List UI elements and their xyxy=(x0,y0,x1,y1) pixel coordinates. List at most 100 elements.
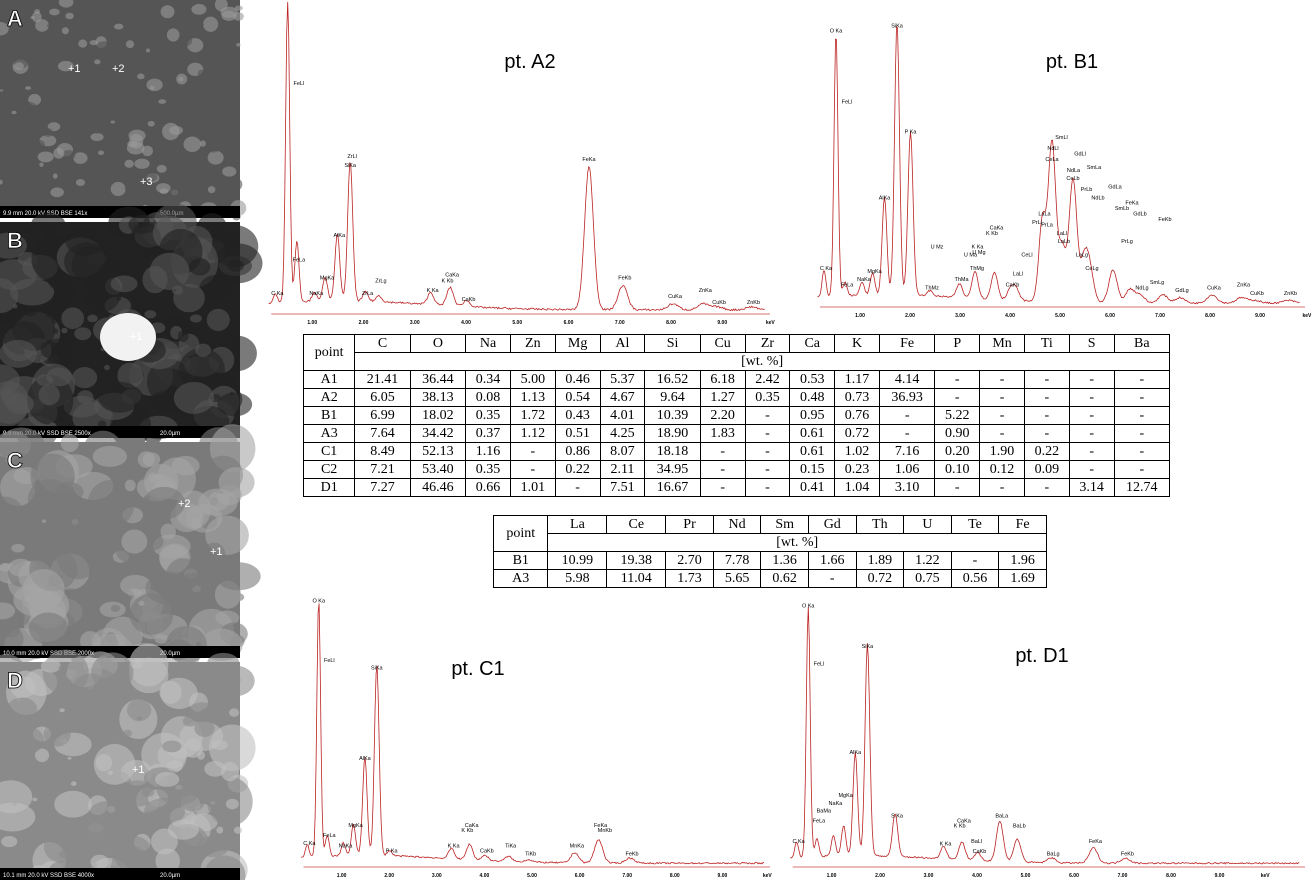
cell: K xyxy=(835,335,880,353)
cell: Ba xyxy=(1114,335,1169,353)
peak-label: SiKa xyxy=(344,163,357,169)
grain xyxy=(226,799,239,810)
cell: Zr xyxy=(745,335,790,353)
grain xyxy=(98,150,104,155)
cell: 0.72 xyxy=(835,425,880,443)
grain xyxy=(17,194,32,207)
cell: - xyxy=(700,443,745,461)
grain xyxy=(122,89,136,103)
spectrum-line xyxy=(301,604,764,865)
cell: point xyxy=(494,516,548,552)
cell: Ti xyxy=(1024,335,1069,353)
grain xyxy=(44,721,71,747)
grain xyxy=(188,702,215,722)
cell: 4.14 xyxy=(879,371,934,389)
grain xyxy=(67,757,71,760)
cell: - xyxy=(1024,425,1069,443)
cell: Te xyxy=(951,516,999,534)
grain xyxy=(99,6,109,15)
peak-label: CaKb xyxy=(462,297,476,303)
grain xyxy=(125,181,138,195)
grain xyxy=(174,382,214,414)
peak-label: GdLl xyxy=(1074,152,1086,158)
grain xyxy=(87,315,97,323)
cell: 5.22 xyxy=(935,407,980,425)
peak-label: FeLl xyxy=(324,658,335,664)
peak-label: FeLa xyxy=(813,819,826,825)
grain xyxy=(113,836,153,871)
grain xyxy=(94,744,135,785)
grain xyxy=(72,367,97,388)
grain xyxy=(39,384,60,405)
peak-label: CeLl xyxy=(1021,253,1032,259)
axis-tick-label: 3.00 xyxy=(432,873,442,879)
grain xyxy=(123,730,132,737)
grain xyxy=(47,23,53,28)
peak-label: ThMz xyxy=(925,285,939,291)
data-row: C27.2153.400.35-0.222.1134.95--0.150.231… xyxy=(304,461,1170,479)
grain xyxy=(111,182,126,196)
peak-label: CeLb xyxy=(1066,176,1079,182)
peak-label: O Ka xyxy=(830,29,843,35)
grain xyxy=(236,43,240,47)
grain xyxy=(65,13,73,20)
axis-tick-label: 4.00 xyxy=(1005,313,1015,319)
grain xyxy=(91,652,133,691)
cell: 9.64 xyxy=(645,389,700,407)
cell: - xyxy=(980,407,1025,425)
cell: 1.27 xyxy=(700,389,745,407)
spectrum-title: pt. D1 xyxy=(1015,645,1068,667)
cell: 7.64 xyxy=(355,425,410,443)
cell: Pr xyxy=(666,516,714,534)
grain xyxy=(131,694,138,698)
grain xyxy=(208,186,216,193)
peak-label: LaLl xyxy=(1013,272,1023,278)
cell: B1 xyxy=(304,407,355,425)
cell: 1.02 xyxy=(835,443,880,461)
cell: 12.74 xyxy=(1114,479,1169,497)
cell: - xyxy=(700,461,745,479)
unit-row: [wt. %] xyxy=(304,353,1170,371)
data-row: A35.9811.041.735.650.62-0.720.750.561.69 xyxy=(494,570,1047,588)
grain xyxy=(219,62,223,65)
cell: 1.66 xyxy=(808,552,856,570)
cell: 0.56 xyxy=(951,570,999,588)
cell: 36.93 xyxy=(879,389,934,407)
grain xyxy=(52,299,66,312)
cell: 0.54 xyxy=(555,389,600,407)
peak-label: FeKb xyxy=(1121,851,1134,857)
peak-label: GdLb xyxy=(1133,212,1146,218)
peak-label: TiKa xyxy=(505,844,517,850)
cell: 5.37 xyxy=(600,371,645,389)
cell: Si xyxy=(645,335,700,353)
grain xyxy=(90,855,108,869)
grain xyxy=(158,99,166,104)
cell: 18.18 xyxy=(645,443,700,461)
cell: 1.16 xyxy=(466,443,511,461)
cell: 0.43 xyxy=(555,407,600,425)
grain xyxy=(153,50,162,57)
grain xyxy=(159,681,181,704)
grain xyxy=(209,33,223,43)
cell: 0.20 xyxy=(935,443,980,461)
grain xyxy=(125,480,136,492)
peak-label: C Ka xyxy=(820,266,833,272)
grain xyxy=(38,151,54,162)
cell: 0.86 xyxy=(555,443,600,461)
peak-label: P Ka xyxy=(386,849,399,855)
grain xyxy=(90,40,98,45)
axis-tick-label: 6.00 xyxy=(1069,873,1079,879)
peak-label: CeLg xyxy=(1085,266,1098,272)
cell: Zn xyxy=(510,335,555,353)
grain xyxy=(155,772,179,787)
cell: Th xyxy=(856,516,904,534)
cell: 1.36 xyxy=(761,552,809,570)
axis-tick-label: 9.00 xyxy=(1255,313,1265,319)
peak-label: NdLl xyxy=(1047,146,1058,152)
grain xyxy=(7,513,15,518)
peak-label: CuKa xyxy=(668,294,683,300)
grain xyxy=(50,187,64,197)
grain xyxy=(29,612,68,644)
cell: 2.70 xyxy=(666,552,714,570)
peak-label: S Ka xyxy=(891,813,904,819)
